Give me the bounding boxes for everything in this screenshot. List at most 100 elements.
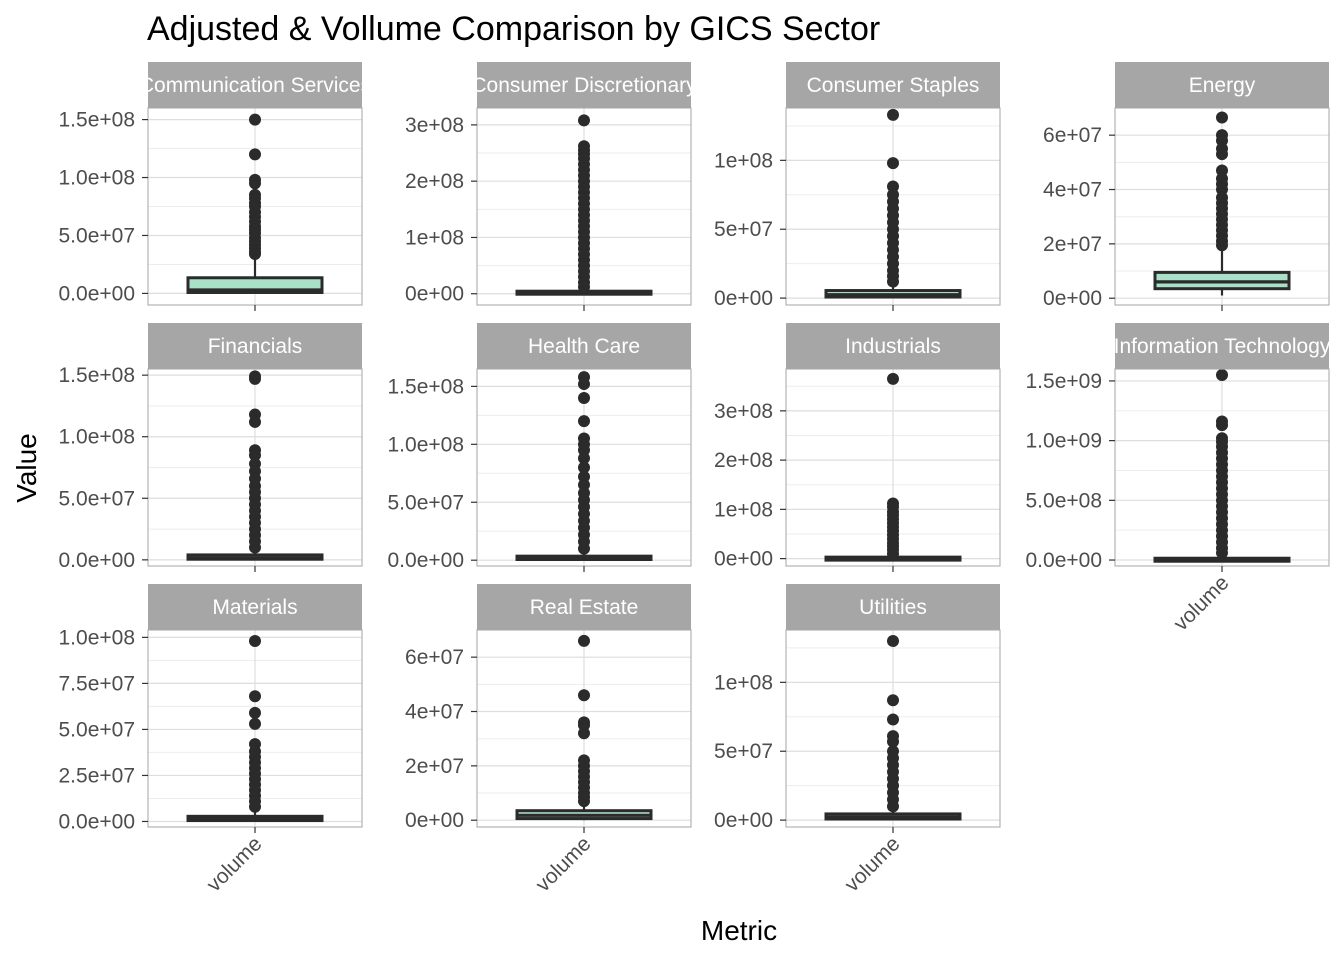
outlier-point <box>887 275 899 288</box>
y-tick-label: 2e+08 <box>714 449 773 472</box>
strip-label: Information Technology <box>1114 335 1331 358</box>
strip-background <box>1115 62 1329 108</box>
y-tick-label: 3e+08 <box>405 114 464 137</box>
outlier-point <box>578 378 590 391</box>
outlier-point <box>887 800 899 813</box>
y-tick-label: 3e+08 <box>714 400 773 423</box>
outlier-point <box>1216 148 1228 161</box>
y-tick-label: 0e+00 <box>714 548 773 571</box>
outlier-point <box>249 415 261 428</box>
y-tick-label: 0e+00 <box>714 809 773 832</box>
y-tick-label: 0.0e+00 <box>59 282 136 305</box>
y-tick-label: 5.0e+08 <box>1026 489 1103 512</box>
y-tick-label: 5e+07 <box>714 218 773 241</box>
outlier-point <box>578 634 590 647</box>
outlier-point <box>887 372 899 385</box>
strip-label: Real Estate <box>530 596 639 619</box>
y-tick-label: 5.0e+07 <box>59 224 136 247</box>
y-tick-label: 1e+08 <box>405 226 464 249</box>
y-tick-label: 2e+08 <box>405 170 464 193</box>
outlier-point <box>578 280 590 293</box>
strip-label: Industrials <box>845 335 941 358</box>
box-and-outliers <box>186 113 324 294</box>
facet-panel-health-care: Health Care 0.0e+00 5.0e+07 1.0e+08 1.5e+08 <box>388 323 692 572</box>
outlier-point <box>249 372 261 385</box>
facet-panel-consumer-staples: Consumer Staples 0e+00 5e+07 1e+08 <box>714 62 1001 311</box>
y-tick-label: 1e+08 <box>714 498 773 521</box>
outlier-point <box>249 113 261 126</box>
outlier-point <box>1216 239 1228 252</box>
strip-background <box>148 62 362 108</box>
strip-label: Communication Services <box>139 74 371 97</box>
y-tick-label: 1.5e+08 <box>59 364 136 387</box>
y-tick-label: 1.5e+08 <box>59 109 136 132</box>
y-tick-label: 0e+00 <box>405 809 464 832</box>
box-and-outliers <box>824 108 962 299</box>
strip-background <box>477 584 691 630</box>
y-tick-label: 1.0e+08 <box>59 167 136 190</box>
facet-panel-real-estate: Real Estate 0e+00 2e+07 4e+07 6e+07 volume <box>405 584 692 896</box>
y-tick-label: 1e+08 <box>714 149 773 172</box>
box-and-outliers <box>1153 369 1291 563</box>
x-axis-title: Metric <box>701 915 777 946</box>
facet-panel-information-technology: Information Technology 0.0e+00 5.0e+08 1.0e… <box>1026 323 1331 635</box>
facet-panel-materials: Materials 0.0e+00 2.5e+07 5.0e+07 7.5e+07 1.0… <box>59 584 363 896</box>
y-tick-label: 0.0e+00 <box>59 810 136 833</box>
strip-label: Health Care <box>528 335 640 358</box>
outlier-point <box>578 114 590 127</box>
outlier-point <box>249 635 261 648</box>
outlier-point <box>578 795 590 808</box>
outlier-point <box>578 391 590 404</box>
strip-label: Financials <box>208 335 303 358</box>
chart-title: Adjusted & Vollume Comparison by GICS Se… <box>147 10 880 48</box>
strip-background <box>786 584 1000 630</box>
facet-panel-communication-services: Communication Services 0.0e+00 5.0e+07 1.0e… <box>59 62 371 311</box>
strip-label: Consumer Discretionary <box>471 74 697 97</box>
y-tick-label: 7.5e+07 <box>59 672 136 695</box>
facet-panels: Communication Services 0.0e+00 5.0e+07 1.0e… <box>59 62 1331 896</box>
y-tick-label: 4e+07 <box>405 701 464 724</box>
box-and-outliers <box>515 634 653 821</box>
strip-background <box>477 62 691 108</box>
strip-label: Consumer Staples <box>807 74 980 97</box>
y-tick-label: 6e+07 <box>405 646 464 669</box>
y-tick-label: 0.0e+00 <box>59 549 136 572</box>
outlier-point <box>249 449 261 462</box>
panel-gridlines <box>786 369 1000 566</box>
outlier-point <box>887 735 899 748</box>
y-tick-label: 5.0e+07 <box>59 718 136 741</box>
y-tick-label: 4e+07 <box>1043 179 1102 202</box>
outlier-point <box>887 180 899 193</box>
box-and-outliers <box>515 371 653 562</box>
outlier-point <box>249 248 261 261</box>
y-tick-label: 1.5e+09 <box>1026 370 1103 393</box>
outlier-point <box>578 415 590 428</box>
outlier-point <box>887 108 899 121</box>
box-and-outliers <box>824 635 962 821</box>
y-tick-label: 0.0e+00 <box>388 549 465 572</box>
y-tick-label: 5e+07 <box>714 740 773 763</box>
y-tick-label: 2.5e+07 <box>59 764 136 787</box>
outlier-point <box>1216 419 1228 432</box>
strip-label: Materials <box>212 596 297 619</box>
y-tick-label: 0e+00 <box>714 287 773 310</box>
x-tick-label: volume <box>531 832 595 896</box>
outlier-point <box>578 452 590 465</box>
facet-panel-energy: Energy 0e+00 2e+07 4e+07 6e+07 <box>1043 62 1330 311</box>
outlier-point <box>1216 546 1228 559</box>
strip-background <box>477 323 691 369</box>
facet-panel-utilities: Utilities 0e+00 5e+07 1e+08 volume <box>714 584 1001 896</box>
outlier-point <box>249 690 261 703</box>
y-tick-label: 1e+08 <box>714 671 773 694</box>
outlier-point <box>887 713 899 726</box>
box-and-outliers <box>186 370 324 561</box>
box-and-outliers <box>824 372 962 562</box>
y-tick-label: 5.0e+07 <box>59 487 136 510</box>
strip-background <box>148 323 362 369</box>
y-tick-label: 1.0e+08 <box>59 626 136 649</box>
x-tick-label: volume <box>202 832 266 896</box>
y-axis-title: Value <box>11 433 42 503</box>
y-tick-label: 6e+07 <box>1043 124 1102 147</box>
outlier-point <box>578 727 590 740</box>
outlier-point <box>249 717 261 730</box>
